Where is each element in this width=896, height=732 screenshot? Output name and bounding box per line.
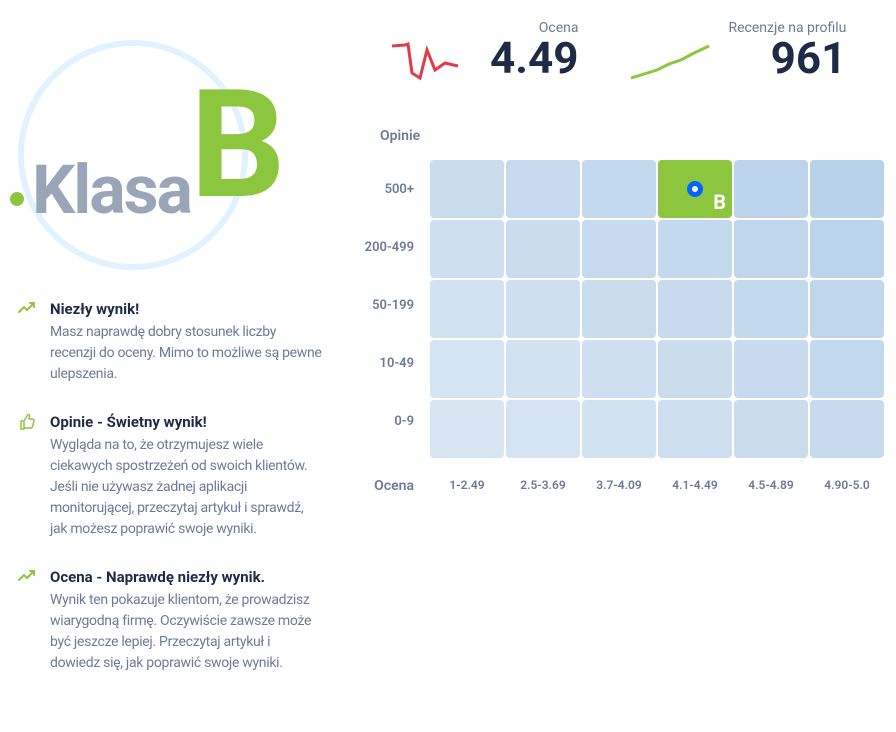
heatmap-cell — [658, 280, 732, 338]
reviews-sparkline-icon — [629, 38, 719, 88]
x-axis-label: 1-2.49 — [430, 478, 504, 494]
grade-badge: Klasa B — [10, 20, 330, 260]
heatmap: Opinie 500+200-49950-19910-490-9 B Ocena… — [350, 128, 884, 494]
rating-sparkline-icon — [390, 38, 480, 88]
y-axis-label: 10-49 — [350, 334, 414, 392]
heatmap-cell — [582, 340, 656, 398]
heatmap-cell — [582, 160, 656, 218]
tip-title: Ocena - Naprawdę niezły wynik. — [50, 568, 322, 586]
heatmap-cell — [430, 160, 504, 218]
trend-up-icon — [18, 568, 38, 674]
right-column: Ocena 4.49 Recenzje na profilu 961 Opini… — [350, 20, 884, 702]
stat-reviews-value: 961 — [729, 36, 847, 80]
y-axis-label: 200-499 — [350, 218, 414, 276]
cell-grade-letter: B — [713, 190, 726, 214]
badge-dot — [10, 192, 24, 206]
heatmap-cell — [810, 220, 884, 278]
thumbs-up-icon — [18, 413, 38, 540]
heatmap-cell — [582, 220, 656, 278]
heatmap-cell: B — [658, 160, 732, 218]
trend-up-icon — [18, 300, 38, 385]
heatmap-cell — [658, 400, 732, 458]
x-axis-label: 4.5-4.89 — [734, 478, 808, 494]
heatmap-cells: B — [430, 160, 884, 458]
stat-rating-value: 4.49 — [490, 36, 579, 80]
heatmap-cell — [430, 220, 504, 278]
dashboard-container: Klasa B Niezły wynik! Masz naprawdę dobry… — [0, 20, 884, 702]
heatmap-x-title: Ocena — [350, 478, 430, 494]
heatmap-cell — [734, 160, 808, 218]
heatmap-cell — [734, 340, 808, 398]
heatmap-y-axis: 500+200-49950-19910-490-9 — [350, 160, 430, 458]
x-axis-label: 2.5-3.69 — [506, 478, 580, 494]
tip-item: Opinie - Świetny wynik! Wygląda na to, że… — [18, 413, 322, 540]
heatmap-cell — [658, 340, 732, 398]
heatmap-cell — [430, 280, 504, 338]
heatmap-cell — [582, 280, 656, 338]
tip-content: Niezły wynik! Masz naprawdę dobry stosune… — [50, 300, 322, 385]
tip-text: Wygląda na to, że otrzymujesz wiele ciek… — [50, 435, 322, 540]
tip-item: Ocena - Naprawdę niezły wynik. Wynik ten … — [18, 568, 322, 674]
stat-rating-values: Ocena 4.49 — [490, 20, 579, 80]
heatmap-cell — [582, 400, 656, 458]
heatmap-cell — [734, 400, 808, 458]
y-axis-label: 0-9 — [350, 392, 414, 450]
x-axis-label: 3.7-4.09 — [582, 478, 656, 494]
heatmap-cell — [810, 160, 884, 218]
left-column: Klasa B Niezły wynik! Masz naprawdę dobry… — [0, 20, 330, 702]
tip-title: Opinie - Świetny wynik! — [50, 413, 322, 431]
badge-prefix: Klasa — [32, 150, 191, 230]
heatmap-cell — [506, 160, 580, 218]
heatmap-cell — [430, 340, 504, 398]
heatmap-cell — [430, 400, 504, 458]
heatmap-cell — [506, 220, 580, 278]
heatmap-cell — [810, 280, 884, 338]
heatmap-cell — [658, 220, 732, 278]
tip-title: Niezły wynik! — [50, 300, 322, 318]
heatmap-cell — [734, 280, 808, 338]
tip-content: Ocena - Naprawdę niezły wynik. Wynik ten … — [50, 568, 322, 674]
y-axis-label: 50-199 — [350, 276, 414, 334]
tip-text: Masz naprawdę dobry stosunek liczby rece… — [50, 322, 322, 385]
heatmap-cell — [734, 220, 808, 278]
x-axis-label: 4.90-5.0 — [810, 478, 884, 494]
badge-grade-letter: B — [190, 70, 286, 220]
tips-list: Niezły wynik! Masz naprawdę dobry stosune… — [10, 300, 330, 674]
heatmap-cell — [506, 280, 580, 338]
heatmap-cell — [810, 340, 884, 398]
y-axis-label: 500+ — [350, 160, 414, 218]
stat-reviews-values: Recenzje na profilu 961 — [729, 20, 847, 80]
stats-row: Ocena 4.49 Recenzje na profilu 961 — [350, 20, 884, 88]
stat-rating: Ocena 4.49 — [390, 20, 579, 88]
tip-content: Opinie - Świetny wynik! Wygląda na to, że… — [50, 413, 322, 540]
heatmap-cell — [506, 400, 580, 458]
heatmap-grid: 500+200-49950-19910-490-9 B — [350, 160, 884, 458]
heatmap-x-labels: 1-2.492.5-3.693.7-4.094.1-4.494.5-4.894.… — [430, 478, 884, 494]
stat-reviews: Recenzje na profilu 961 — [629, 20, 847, 88]
x-axis-label: 4.1-4.49 — [658, 478, 732, 494]
tip-text: Wynik ten pokazuje klientom, że prowadzi… — [50, 590, 322, 674]
heatmap-y-title: Opinie — [350, 128, 884, 144]
position-marker-icon — [687, 181, 703, 197]
heatmap-x-axis: Ocena 1-2.492.5-3.693.7-4.094.1-4.494.5-… — [350, 478, 884, 494]
heatmap-cell — [810, 400, 884, 458]
heatmap-cell — [506, 340, 580, 398]
tip-item: Niezły wynik! Masz naprawdę dobry stosune… — [18, 300, 322, 385]
